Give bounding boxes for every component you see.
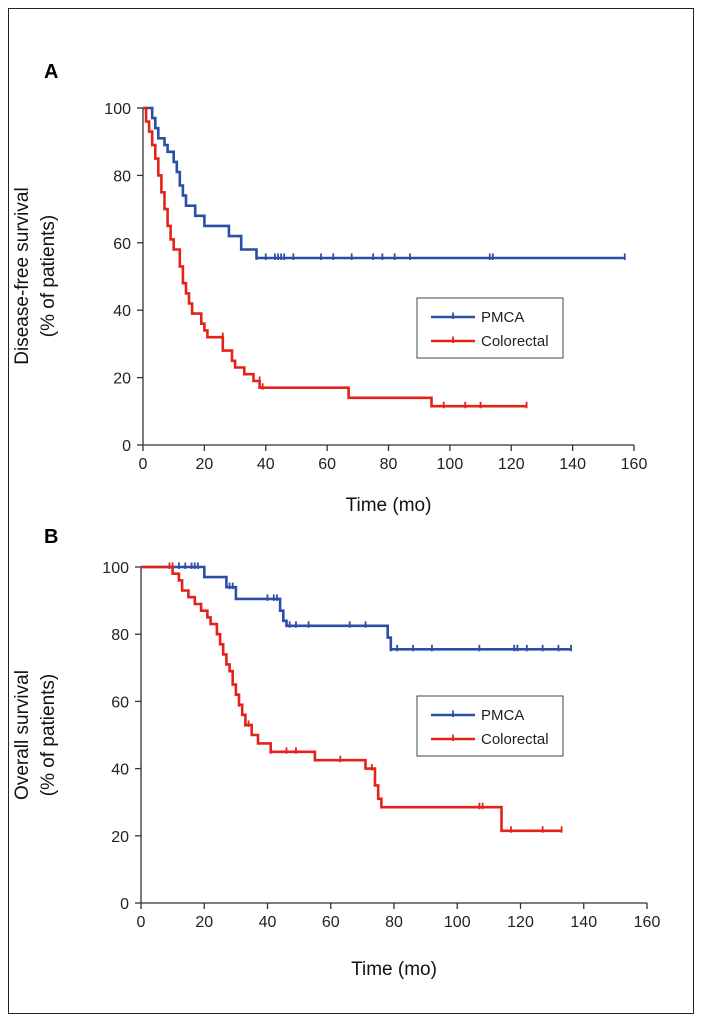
y-tick-label: 20 xyxy=(111,829,129,846)
panel-a: A 0 20 40 60 80 100 120 140 160 0 20 40 60 80 100 Time (… xyxy=(12,61,647,516)
legend-label: Colorectal xyxy=(481,333,549,350)
x-tick-label: 160 xyxy=(621,456,648,473)
y-tick-label: 20 xyxy=(113,371,131,388)
y-axis-title-line: (% of patients) xyxy=(38,215,59,338)
x-tick-label: 60 xyxy=(318,456,336,473)
y-tick-label: 80 xyxy=(113,168,131,185)
y-tick-label: 0 xyxy=(120,896,129,913)
y-axis-title: Overall survival (% of patients) xyxy=(12,670,59,800)
y-tick-label: 60 xyxy=(111,694,129,711)
legend-box xyxy=(416,297,564,359)
y-axis-title: Disease-free survival (% of patients) xyxy=(12,187,59,364)
x-tick-label: 140 xyxy=(559,456,586,473)
x-tick-label: 60 xyxy=(322,914,340,931)
x-tick-label: 20 xyxy=(195,456,213,473)
legend-label: Colorectal xyxy=(481,731,549,748)
y-tick-label: 40 xyxy=(113,303,131,320)
legend-label: PMCA xyxy=(481,309,524,326)
series-line-pmca xyxy=(143,106,625,260)
series-line-colorectal xyxy=(141,565,562,833)
x-tick-label: 100 xyxy=(444,914,471,931)
y-tick-label: 100 xyxy=(104,101,131,118)
panel-label: B xyxy=(44,526,58,548)
y-tick-label: 60 xyxy=(113,236,131,253)
panel-b: B 0 20 40 60 80 100 120 140 160 0 20 40 60 80 100 Time (… xyxy=(12,526,660,980)
y-axis-title-line: Disease-free survival xyxy=(12,187,33,364)
x-tick-label: 80 xyxy=(380,456,398,473)
x-axis-title: Time (mo) xyxy=(351,959,437,980)
legend-label: PMCA xyxy=(481,707,524,724)
x-tick-label: 40 xyxy=(259,914,277,931)
y-axis-title-line: Overall survival xyxy=(12,670,33,800)
panel-label: A xyxy=(44,61,58,83)
legend-box xyxy=(416,695,564,757)
x-tick-label: 120 xyxy=(498,456,525,473)
x-tick-label: 160 xyxy=(634,914,661,931)
x-tick-label: 80 xyxy=(385,914,403,931)
series-line-colorectal xyxy=(143,106,527,408)
figure-frame xyxy=(8,8,694,1014)
x-tick-label: 100 xyxy=(437,456,464,473)
x-tick-label: 120 xyxy=(507,914,534,931)
y-tick-label: 80 xyxy=(111,627,129,644)
x-tick-label: 140 xyxy=(570,914,597,931)
x-tick-label: 40 xyxy=(257,456,275,473)
x-tick-label: 0 xyxy=(139,456,148,473)
x-axis-title: Time (mo) xyxy=(346,495,432,516)
x-tick-label: 20 xyxy=(195,914,213,931)
y-tick-label: 40 xyxy=(111,762,129,779)
series-line-pmca xyxy=(141,565,572,651)
y-tick-label: 100 xyxy=(102,560,129,577)
y-axis-title-line: (% of patients) xyxy=(38,674,59,797)
x-tick-label: 0 xyxy=(137,914,146,931)
y-tick-label: 0 xyxy=(122,438,131,455)
